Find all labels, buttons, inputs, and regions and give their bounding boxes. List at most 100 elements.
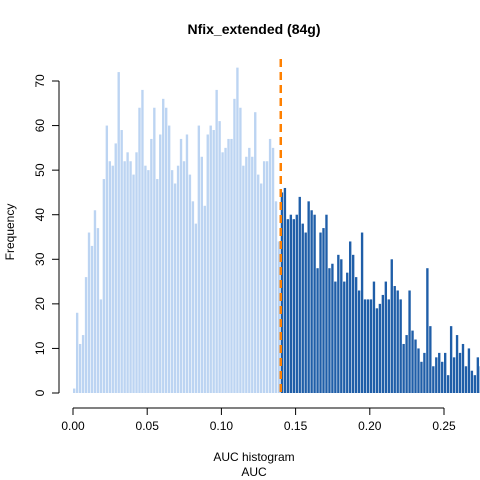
histogram-bar [476,357,480,393]
histogram-bar [162,98,165,393]
histogram-bar [215,89,218,393]
histogram-bar [423,352,426,393]
histogram-bar [159,134,162,394]
histogram-bar [310,210,313,393]
histogram-bar [111,165,114,393]
histogram-bar [432,366,435,393]
histogram-bar [230,138,233,393]
histogram-bar [170,170,174,393]
histogram-bar [78,343,82,393]
histogram-bar [346,272,349,393]
histogram-bar [455,335,459,393]
x-tick-label: 0.00 [61,419,85,433]
histogram-bar [117,72,120,393]
y-tick-label: 30 [33,252,47,266]
histogram-bar [268,138,272,393]
histogram-bar [262,161,266,393]
histogram-bar [197,125,201,393]
histogram-bar [96,228,100,393]
x-tick-label: 0.10 [210,419,234,433]
x-axis-sublabel: AUC [241,465,267,479]
histogram-bar [357,290,361,393]
histogram-bar [461,343,465,393]
histogram-bar [366,299,370,393]
histogram-bar [473,375,477,393]
histogram-bar [449,326,453,393]
histogram-bar [360,232,364,393]
histogram-bar [414,339,417,393]
histogram-bar [334,281,337,393]
histogram-bar [313,214,316,393]
histogram-bar [179,138,183,393]
histogram-bar [242,165,245,393]
histogram-bar [387,299,390,393]
histogram-bar [363,299,367,393]
histogram-bar [372,281,376,393]
histogram-bar [429,326,432,393]
histogram-bar [458,352,462,393]
histogram-bar [399,299,402,393]
histogram-bar [274,201,278,393]
histogram-bar [446,375,450,393]
y-tick-label: 60 [33,119,47,133]
histogram-bar [212,130,215,393]
y-tick-label: 0 [33,389,47,396]
histogram-bar [245,156,248,393]
y-axis: 0 10 20 30 40 50 60 70 [33,74,60,396]
histogram-bar [280,192,284,393]
histogram-bar [319,232,322,393]
histogram-bar [277,241,281,393]
histogram-bar [141,89,144,393]
histogram-bar [108,161,111,393]
histogram-bar [354,277,358,393]
histogram-bar [316,268,319,393]
histogram-bar [129,161,132,393]
histogram-bar [408,290,411,393]
x-tick-label: 0.15 [284,419,308,433]
histogram-bar [337,254,340,393]
histogram-bar [307,201,310,393]
histogram-bar [147,170,150,393]
histogram-bar [84,277,88,393]
histogram-bar [259,183,263,393]
chart-title: Nfix_extended (84g) [187,21,320,37]
histogram-bar [254,112,257,393]
histogram-bar [102,179,106,393]
histogram-bar [105,125,109,393]
histogram-bar [426,268,429,393]
histogram-bar [156,179,159,393]
histogram-bar [209,125,212,393]
histogram-bar [114,143,117,393]
histogram-bar [194,223,198,393]
histogram-bar [444,352,447,393]
histogram-bar [292,219,295,393]
histogram-bar [289,214,293,393]
histogram-bar [286,219,290,393]
histogram-bar [438,352,441,393]
histogram-bar [301,223,304,393]
histogram-bar [173,183,177,393]
x-axis-label: AUC histogram [213,450,294,464]
histogram-bar [135,152,138,393]
histogram-bar [221,152,224,393]
histogram-bar [470,370,474,393]
histogram-bar [185,134,189,394]
histogram-bar [295,214,298,393]
histogram-bar [298,196,301,393]
x-ticks: 0.00 0.05 0.10 0.15 0.20 0.25 [61,408,456,433]
histogram-bar [402,343,405,393]
histogram-bar [393,286,396,393]
histogram-bar [165,107,168,394]
histogram-bar [271,147,275,393]
histogram-bar [120,130,123,393]
histogram-bar [138,107,141,394]
histogram-bar [200,156,203,393]
histogram-bar [452,357,456,393]
y-tick-label: 70 [33,74,47,88]
histogram-bar [203,205,206,393]
histogram-bar [236,67,239,393]
histogram-bar [176,165,180,393]
histogram-bar [441,361,444,393]
histogram-bar [464,366,468,393]
